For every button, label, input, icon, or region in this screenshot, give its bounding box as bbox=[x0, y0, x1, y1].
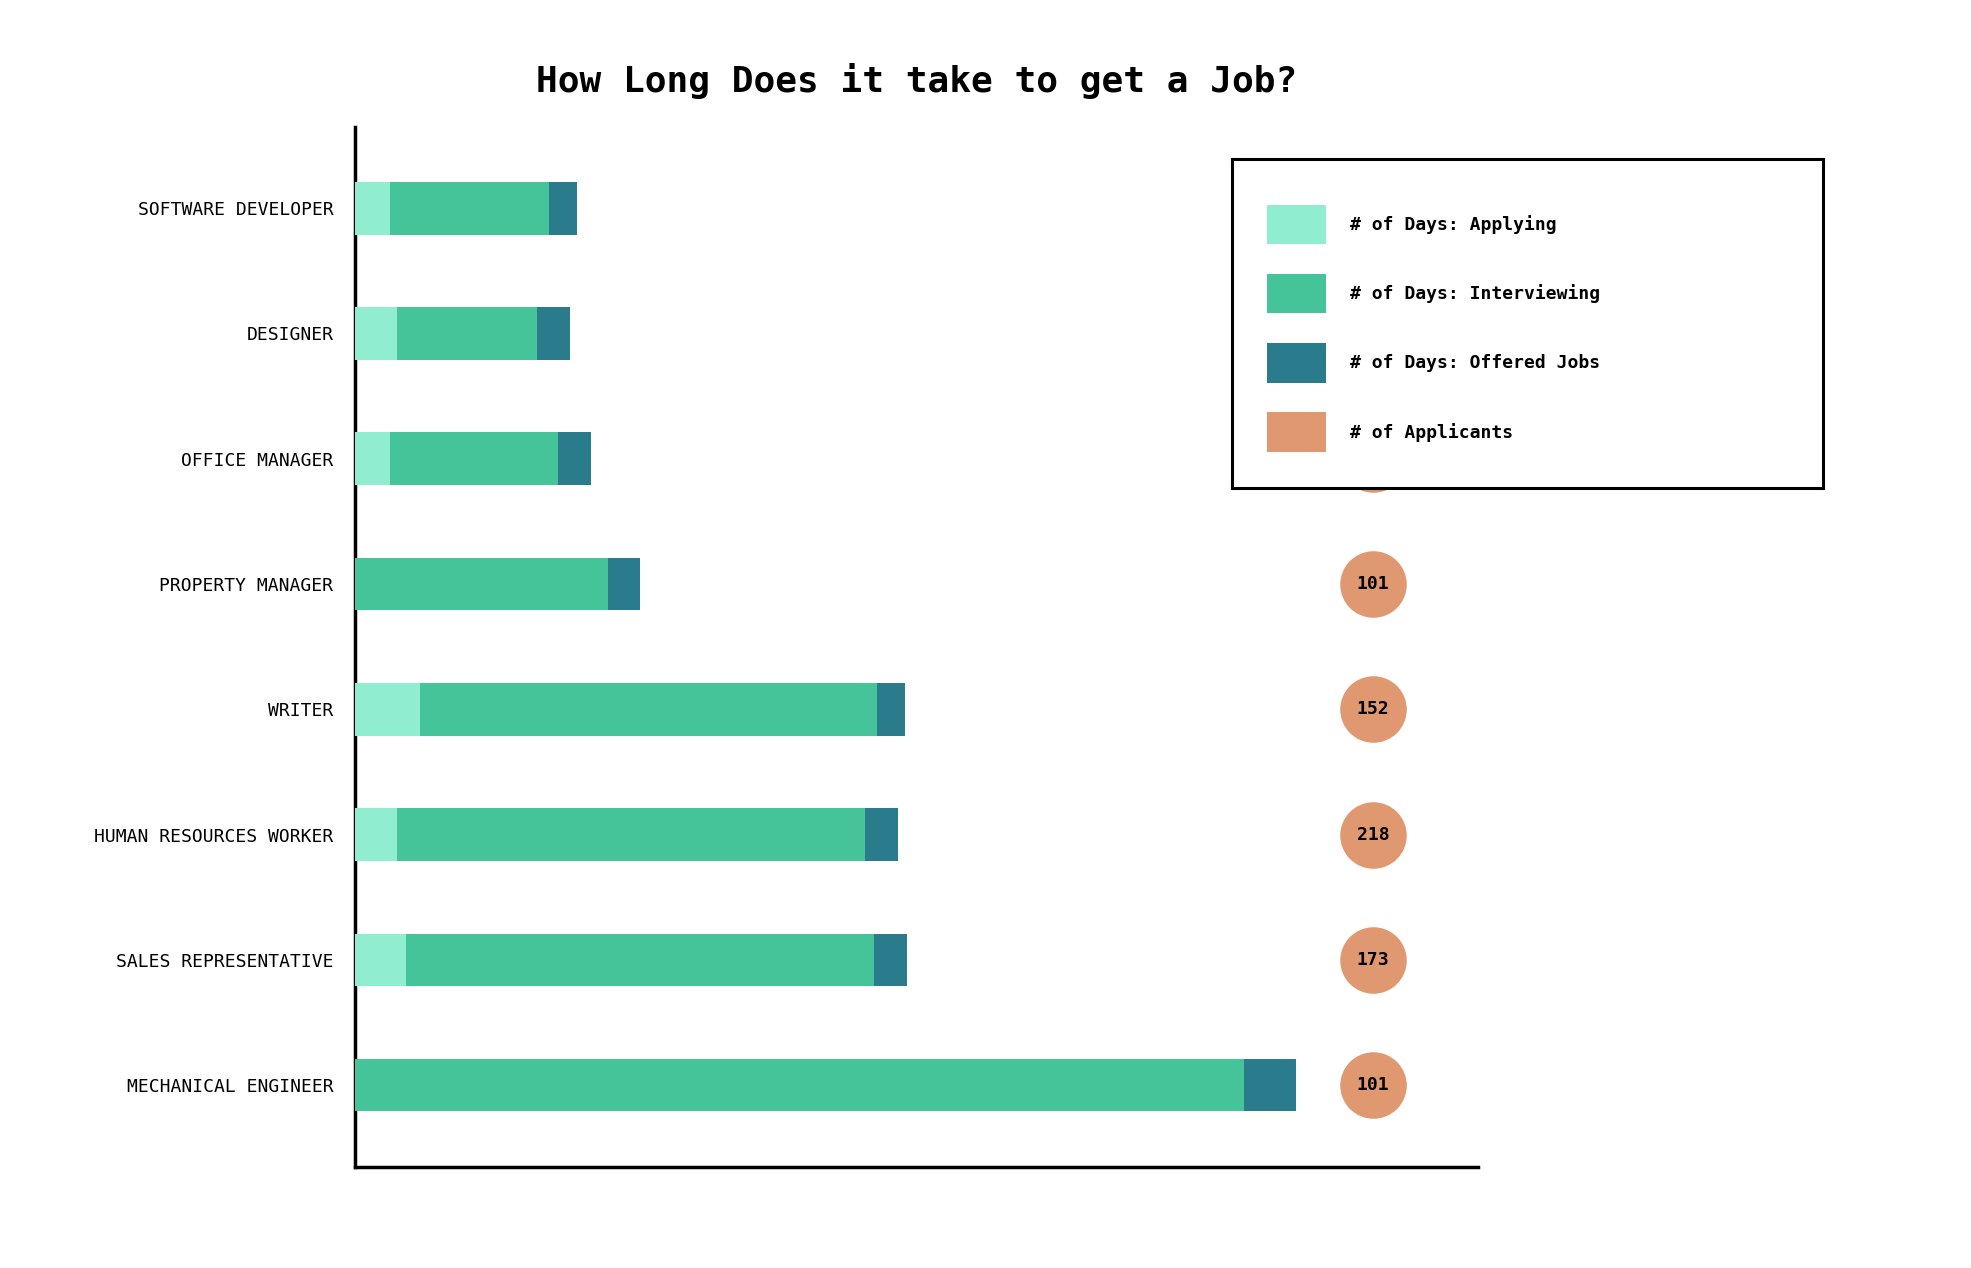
Bar bbox=[865, 808, 897, 861]
Bar bbox=[355, 307, 396, 360]
Bar bbox=[406, 933, 875, 987]
Bar bbox=[390, 181, 550, 235]
Bar bbox=[355, 683, 420, 735]
Bar bbox=[396, 307, 538, 360]
Text: # of Days: Applying: # of Days: Applying bbox=[1350, 216, 1557, 233]
Point bbox=[1358, 824, 1390, 844]
Point bbox=[1358, 699, 1390, 719]
Point bbox=[1358, 1075, 1390, 1096]
Point bbox=[1358, 198, 1390, 218]
Bar bbox=[875, 933, 907, 987]
FancyBboxPatch shape bbox=[1267, 344, 1326, 383]
Text: # of Applicants: # of Applicants bbox=[1350, 422, 1514, 441]
Text: # of Days: Offered Jobs: # of Days: Offered Jobs bbox=[1350, 354, 1600, 372]
Text: 168: 168 bbox=[1356, 199, 1390, 217]
Bar bbox=[420, 683, 877, 735]
Bar bbox=[390, 432, 558, 486]
Bar bbox=[355, 933, 406, 987]
Bar bbox=[355, 1059, 1244, 1112]
Bar bbox=[355, 558, 607, 610]
FancyBboxPatch shape bbox=[1267, 204, 1326, 245]
Text: # of Days: Interviewing: # of Days: Interviewing bbox=[1350, 284, 1600, 303]
FancyBboxPatch shape bbox=[1267, 412, 1326, 451]
Text: 101: 101 bbox=[1356, 1077, 1390, 1094]
Bar bbox=[877, 683, 905, 735]
Bar bbox=[355, 181, 390, 235]
Text: 218: 218 bbox=[1356, 825, 1390, 843]
Bar bbox=[396, 808, 865, 861]
Bar bbox=[538, 307, 570, 360]
Point bbox=[1358, 574, 1390, 595]
Bar bbox=[550, 181, 578, 235]
Point bbox=[1358, 323, 1390, 344]
Point bbox=[1358, 950, 1390, 970]
Text: 101: 101 bbox=[1356, 576, 1390, 593]
Bar bbox=[558, 432, 591, 486]
Bar bbox=[607, 558, 641, 610]
Text: 152: 152 bbox=[1356, 700, 1390, 718]
Title: How Long Does it take to get a Job?: How Long Does it take to get a Job? bbox=[536, 63, 1297, 99]
FancyBboxPatch shape bbox=[1267, 274, 1326, 313]
Point bbox=[1358, 449, 1390, 469]
Text: 120: 120 bbox=[1356, 450, 1390, 468]
Bar bbox=[1244, 1059, 1295, 1112]
Text: 124: 124 bbox=[1356, 325, 1390, 342]
Bar bbox=[355, 808, 396, 861]
Text: 173: 173 bbox=[1356, 951, 1390, 969]
Bar bbox=[355, 432, 390, 486]
